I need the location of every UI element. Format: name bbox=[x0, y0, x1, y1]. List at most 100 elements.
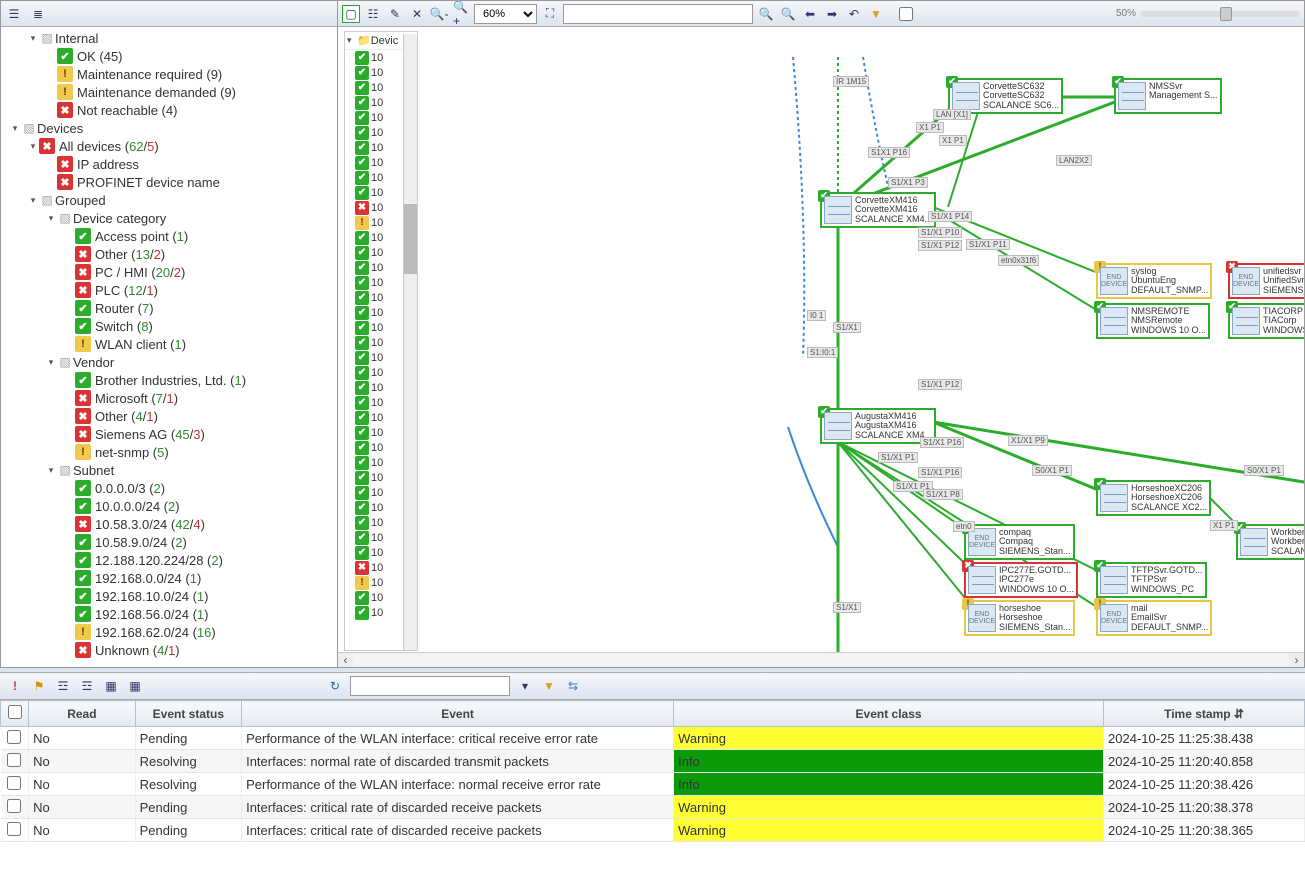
row-check[interactable] bbox=[7, 776, 21, 790]
tree-item[interactable]: !Maintenance demanded (9) bbox=[5, 83, 337, 101]
tree-item[interactable]: ✖Other (4/1) bbox=[5, 407, 337, 425]
events-filter-icon[interactable]: ▼ bbox=[540, 677, 558, 695]
tree-item[interactable]: ✖IP address bbox=[5, 155, 337, 173]
tree-item[interactable]: ▾▧Vendor bbox=[5, 353, 337, 371]
event-row[interactable]: No Resolving Interfaces: normal rate of … bbox=[1, 750, 1305, 773]
tree-item[interactable]: ▾▧Devices bbox=[5, 119, 337, 137]
events-search-input[interactable] bbox=[350, 676, 510, 696]
tree-item[interactable]: ✔12.188.120.224/28 (2) bbox=[5, 551, 337, 569]
topo-node-horse[interactable]: ! ENDDEVICE horseshoeHorseshoeSIEMENS_St… bbox=[964, 600, 1075, 636]
tree-item[interactable]: ✖10.58.3.0/24 (42/4) bbox=[5, 515, 337, 533]
row-check[interactable] bbox=[7, 730, 21, 744]
scroll-left-icon[interactable]: ‹ bbox=[338, 653, 353, 667]
topo-node-tftp[interactable]: ✔ TFTPSvr.GOTD...TFTPSvrWINDOWS_PC bbox=[1096, 562, 1207, 598]
tree-item[interactable]: ✔192.168.10.0/24 (1) bbox=[5, 587, 337, 605]
tree-item[interactable]: !WLAN client (1) bbox=[5, 335, 337, 353]
topo-node-xm416[interactable]: ✔ CorvetteXM416CorvetteXM416SCALANCE XM4… bbox=[820, 192, 936, 228]
tree-item[interactable]: !192.168.62.0/24 (16) bbox=[5, 623, 337, 641]
tree-item[interactable]: ✖PLC (12/1) bbox=[5, 281, 337, 299]
zoom-select[interactable]: 60% bbox=[474, 4, 537, 24]
topo-node-unif[interactable]: ✖ ENDDEVICE unifiedsvrUnifiedSvrSIEMENS_… bbox=[1228, 263, 1304, 299]
search-icon[interactable]: 🔍 bbox=[757, 5, 775, 23]
tree-item[interactable]: ▾▧Device category bbox=[5, 209, 337, 227]
topo-option-check[interactable] bbox=[899, 7, 913, 21]
zoom-in-icon[interactable]: 🔍+ bbox=[452, 5, 470, 23]
fit-icon[interactable]: ⛶ bbox=[541, 5, 559, 23]
undo-icon[interactable]: ↶ bbox=[845, 5, 863, 23]
list2-icon[interactable]: ☲ bbox=[78, 677, 96, 695]
tree-item[interactable]: ✔Switch (8) bbox=[5, 317, 337, 335]
tree-item[interactable]: ✔192.168.0.0/24 (1) bbox=[5, 569, 337, 587]
tree-item[interactable]: ✔Router (7) bbox=[5, 299, 337, 317]
tool2-icon[interactable]: ▦ bbox=[126, 677, 144, 695]
scroll-right-icon[interactable]: › bbox=[1289, 653, 1304, 667]
topo-node-horsexc[interactable]: ✔ HorseshoeXC206HorseshoeXC206SCALANCE X… bbox=[1096, 480, 1211, 516]
row-check[interactable] bbox=[7, 822, 21, 836]
topo-node-aug[interactable]: ✔ AugustaXM416AugustaXM416SCALANCE XM4..… bbox=[820, 408, 936, 444]
topo-search-input[interactable] bbox=[563, 4, 753, 24]
list1-icon[interactable]: ☲ bbox=[54, 677, 72, 695]
zoom-out-icon[interactable]: 🔍- bbox=[430, 5, 448, 23]
event-row[interactable]: No Resolving Performance of the WLAN int… bbox=[1, 773, 1305, 796]
tree-item[interactable]: ▾✖All devices (62/5) bbox=[5, 137, 337, 155]
tree-item[interactable]: ✖Unknown (4/1) bbox=[5, 641, 337, 659]
events-col-header[interactable]: Event class bbox=[674, 701, 1104, 727]
tree-item[interactable]: !net-snmp (5) bbox=[5, 443, 337, 461]
zoom-slider[interactable] bbox=[1140, 11, 1300, 17]
tree-item[interactable]: ✔10.58.9.0/24 (2) bbox=[5, 533, 337, 551]
tree-item[interactable]: ✖Other (13/2) bbox=[5, 245, 337, 263]
tree-item[interactable]: ✖Not reachable (4) bbox=[5, 101, 337, 119]
ack-icon[interactable]: ⚑ bbox=[30, 677, 48, 695]
expand-tree-icon[interactable]: ≣ bbox=[29, 5, 47, 23]
tree-item[interactable]: ✖PROFINET device name bbox=[5, 173, 337, 191]
tree-item[interactable]: ✖Siemens AG (45/3) bbox=[5, 425, 337, 443]
tree-item[interactable]: ✔Brother Industries, Ltd. (1) bbox=[5, 371, 337, 389]
topology-hscroll[interactable]: ‹ › bbox=[338, 652, 1304, 667]
topo-node-ipc[interactable]: ✖ IPC277E.GOTD...IPC277eWINDOWS 10 O... bbox=[964, 562, 1078, 598]
tree-item[interactable]: ✔Access point (1) bbox=[5, 227, 337, 245]
events-col-header[interactable]: Read bbox=[29, 701, 135, 727]
event-row[interactable]: No Pending Interfaces: critical rate of … bbox=[1, 819, 1305, 842]
search-clear-icon[interactable]: 🔍 bbox=[779, 5, 797, 23]
topo-node-nms[interactable]: ✔ NMSSvrManagement S... bbox=[1114, 78, 1222, 114]
mini-device-tree[interactable]: ▾ 📁 Devic ✔10✔10✔10✔10✔10✔10✔10✔10✔10✔10… bbox=[344, 31, 418, 651]
topo-node-compaq[interactable]: ✔ ENDDEVICE compaqCompaqSIEMENS_Stan... bbox=[964, 524, 1075, 560]
topology-canvas[interactable]: ▾ 📁 Devic ✔10✔10✔10✔10✔10✔10✔10✔10✔10✔10… bbox=[338, 27, 1304, 652]
events-col-header[interactable] bbox=[1, 701, 29, 727]
nav-fwd-icon[interactable]: ➡ bbox=[823, 5, 841, 23]
event-row[interactable]: No Pending Performance of the WLAN inter… bbox=[1, 727, 1305, 750]
topo-node-nmsrem[interactable]: ✔ NMSREMOTENMSRemoteWINDOWS 10 O... bbox=[1096, 303, 1210, 339]
layout-icon[interactable]: ☷ bbox=[364, 5, 382, 23]
events-col-header[interactable]: Time stamp ⇵ bbox=[1104, 701, 1305, 727]
filter-icon[interactable]: ▼ bbox=[867, 5, 885, 23]
events-col-header[interactable]: Event bbox=[242, 701, 674, 727]
tree-item[interactable]: !Maintenance required (9) bbox=[5, 65, 337, 83]
refresh-icon[interactable]: ↻ bbox=[326, 677, 344, 695]
row-check[interactable] bbox=[7, 753, 21, 767]
topo-node-tia[interactable]: ✔ TIACORPTIACorpWINDOWS 10 O... bbox=[1228, 303, 1304, 339]
caret-icon[interactable]: ▾ bbox=[347, 35, 357, 46]
topo-node-mail[interactable]: ! ENDDEVICE mailEmailSvrDEFAULT_SNMP... bbox=[1096, 600, 1212, 636]
tool1-icon[interactable]: ▦ bbox=[102, 677, 120, 695]
tree-item[interactable]: ▾▧Internal bbox=[5, 29, 337, 47]
sync-icon[interactable]: ⇆ bbox=[564, 677, 582, 695]
tree-item[interactable]: ✖Microsoft (7/1) bbox=[5, 389, 337, 407]
tree-item[interactable]: ▾▧Grouped bbox=[5, 191, 337, 209]
tree-item[interactable]: ✖PC / HMI (20/2) bbox=[5, 263, 337, 281]
alert-icon[interactable]: ! bbox=[6, 677, 24, 695]
tree-item[interactable]: ✔0.0.0.0/3 (2) bbox=[5, 479, 337, 497]
events-col-header[interactable]: Event status bbox=[135, 701, 241, 727]
select-all-check[interactable] bbox=[8, 705, 22, 719]
topo-node-workb[interactable]: ✔ WorkbenchXB216WorkbenchXB216SCALANCE X… bbox=[1236, 524, 1304, 560]
mini-tree-scrollbar[interactable] bbox=[403, 34, 417, 650]
row-check[interactable] bbox=[7, 799, 21, 813]
select-tool-icon[interactable]: ▢ bbox=[342, 5, 360, 23]
event-row[interactable]: No Pending Interfaces: critical rate of … bbox=[1, 796, 1305, 819]
measure-icon[interactable]: ✕ bbox=[408, 5, 426, 23]
nav-back-icon[interactable]: ⬅ bbox=[801, 5, 819, 23]
edit-icon[interactable]: ✎ bbox=[386, 5, 404, 23]
device-tree[interactable]: ▾▧Internal✔OK (45)!Maintenance required … bbox=[1, 27, 337, 667]
tree-item[interactable]: ✔10.0.0.0/24 (2) bbox=[5, 497, 337, 515]
tree-item[interactable]: ✔192.168.56.0/24 (1) bbox=[5, 605, 337, 623]
dropdown-icon[interactable]: ▾ bbox=[516, 677, 534, 695]
